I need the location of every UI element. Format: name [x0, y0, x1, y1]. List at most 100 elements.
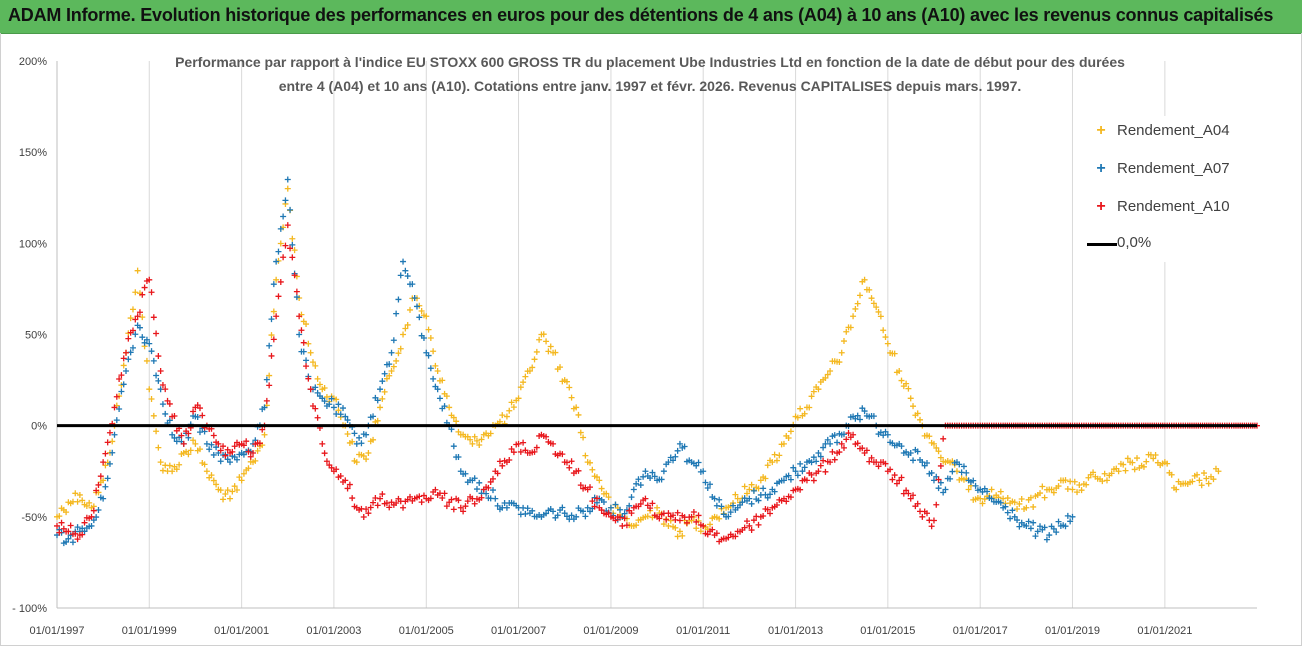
series-rendement_a10-point: [515, 440, 522, 447]
series-rendement_a07-point: [342, 413, 349, 420]
series-rendement_a10-fill: [72, 530, 79, 537]
series-rendement_a04-point: [977, 495, 984, 502]
series-rendement_a07-fill: [834, 439, 841, 446]
series-rendement_a04-fill: [882, 334, 889, 341]
series-rendement_a07-fill: [268, 316, 275, 323]
series-rendement_a10-fill: [637, 500, 644, 507]
series-rendement_a04-fill: [536, 336, 543, 343]
series-rendement_a10-fill: [268, 352, 275, 359]
series-rendement_a04-fill: [309, 359, 316, 366]
series-rendement_a10-fill: [543, 433, 550, 440]
series-rendement_a04-fill: [268, 332, 275, 339]
series-rendement_a04-point: [157, 459, 164, 466]
series-rendement_a04-fill: [605, 494, 612, 501]
series-rendement_a10-fill: [270, 336, 277, 343]
series-rendement_a04-fill: [393, 357, 400, 364]
series-rendement_a10-fill: [90, 507, 97, 514]
series-rendement_a10-fill: [489, 475, 496, 482]
series-rendement_a10-point: [642, 495, 649, 502]
series-rendement_a04-point: [388, 367, 395, 374]
series-rendement_a10-point: [111, 404, 118, 411]
series-rendement_a07-fill: [132, 331, 139, 338]
series-rendement_a07-fill: [1037, 523, 1044, 530]
series-rendement_a07-fill: [148, 348, 155, 355]
series-rendement_a07-point: [815, 450, 822, 457]
series-rendement_a10-point: [884, 468, 891, 475]
series-rendement_a10-point: [123, 349, 130, 356]
series-rendement_a07-point: [319, 395, 326, 402]
series-rendement_a04-fill: [741, 483, 748, 490]
series-rendement_a07-fill: [739, 499, 746, 506]
series-rendement_a10-fill: [256, 440, 263, 447]
series-rendement_a04-fill: [568, 394, 575, 401]
series-rendement_a07-fill: [824, 436, 831, 443]
series-rendement_a07-fill: [984, 488, 991, 495]
series-rendement_a10-fill: [118, 372, 125, 379]
series-rendement_a10-fill: [623, 522, 630, 529]
series-rendement_a07-fill: [935, 485, 942, 492]
series-rendement_a10-fill: [868, 454, 875, 461]
series-rendement_a07-fill: [476, 479, 483, 486]
series-rendement_a10-fill: [58, 519, 65, 526]
series-rendement_a10-fill: [185, 430, 192, 437]
series-rendement_a10-fill: [764, 506, 771, 513]
series-rendement_a10-fill: [663, 516, 670, 523]
series-rendement_a10-fill: [612, 517, 619, 524]
series-rendement_a10-fill: [314, 414, 321, 421]
series-rendement_a07-point: [561, 510, 568, 517]
series-rendement_a10-fill: [767, 510, 774, 517]
series-rendement_a10-fill: [291, 272, 298, 279]
series-rendement_a10-point: [65, 528, 72, 535]
series-rendement_a04-fill: [603, 490, 610, 497]
series-rendement_a04-fill: [810, 388, 817, 395]
series-rendement_a10-point: [157, 367, 164, 374]
series-rendement_a10-point: [146, 276, 153, 283]
series-rendement_a04-point: [723, 504, 730, 511]
series-rendement_a07-fill: [340, 405, 347, 412]
series-rendement_a10-point: [619, 522, 626, 529]
series-rendement_a10-fill: [125, 335, 132, 342]
series-rendement_a10-fill: [683, 519, 690, 526]
series-rendement_a10-fill: [275, 293, 282, 300]
series-rendement_a04-point: [250, 459, 257, 466]
series-rendement_a10-fill: [93, 487, 100, 494]
series-rendement_a10-point: [480, 486, 487, 493]
series-rendement_a07-point: [526, 510, 533, 517]
series-rendement_a04-fill: [303, 321, 310, 328]
series-rendement_a07-fill: [633, 480, 640, 487]
series-rendement_a04-fill: [1101, 470, 1108, 477]
series-rendement_a07-fill: [263, 376, 270, 383]
series-rendement_a04-fill: [277, 240, 284, 247]
series-rendement_a07-fill: [213, 444, 220, 451]
series-rendement_a04-point: [665, 522, 672, 529]
series-rendement_a07-fill: [129, 344, 136, 351]
series-rendement_a10-fill: [741, 524, 748, 531]
series-rendement_a07-point: [400, 258, 407, 265]
legend-label-a10: Rendement_A10: [1117, 198, 1230, 215]
series-rendement_a04-point: [942, 459, 949, 466]
series-rendement_a04-point: [469, 440, 476, 447]
series-rendement_a04-point: [446, 404, 453, 411]
series-rendement_a10-fill: [337, 473, 344, 480]
series-rendement_a10-fill: [443, 503, 450, 510]
series-rendement_a04-fill: [155, 444, 162, 451]
series-rendement_a07-point: [1069, 513, 1076, 520]
series-rendement_a04-point: [353, 459, 360, 466]
series-rendement_a04-point: [1184, 481, 1191, 488]
series-rendement_a04-point: [711, 513, 718, 520]
series-rendement_a10-fill: [280, 254, 287, 261]
series-rendement_a10-fill: [328, 464, 335, 471]
chart-title-line-2: entre 4 (A04) et 10 ans (A10). Cotations…: [278, 78, 1022, 94]
series-rendement_a07-point: [423, 349, 430, 356]
series-rendement_a10-point: [896, 477, 903, 484]
series-rendement_a04-fill: [905, 385, 912, 392]
series-rendement_a10-fill: [704, 531, 711, 538]
series-rendement_a04-fill: [229, 488, 236, 495]
series-rendement_a10-fill: [282, 242, 289, 249]
series-rendement_a07-point: [227, 459, 234, 466]
series-rendement_a04-fill: [381, 388, 388, 395]
series-rendement_a07-fill: [404, 273, 411, 280]
series-rendement_a10-fill: [845, 430, 852, 437]
series-rendement_a07-fill: [914, 448, 921, 455]
y-tick-label: 150%: [19, 147, 47, 159]
